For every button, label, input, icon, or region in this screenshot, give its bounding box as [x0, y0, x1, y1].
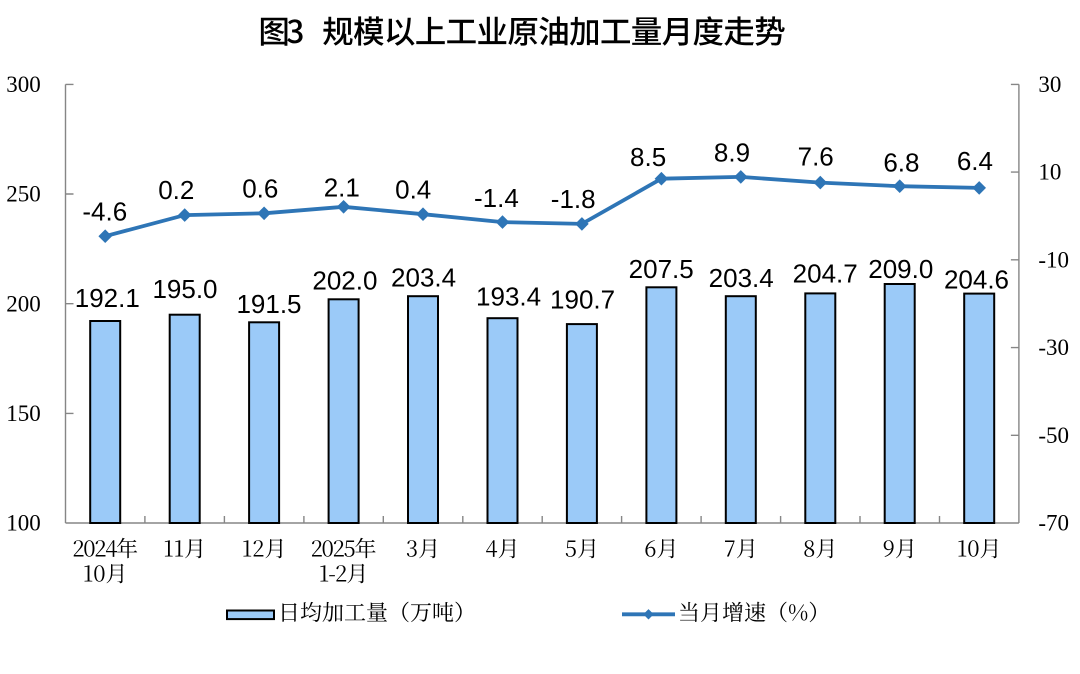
svg-text:150: 150: [6, 401, 41, 426]
svg-text:-70: -70: [1038, 511, 1069, 536]
svg-text:2.1: 2.1: [324, 173, 360, 203]
svg-text:193.4: 193.4: [476, 281, 541, 311]
svg-text:8.9: 8.9: [714, 138, 750, 168]
svg-text:195.0: 195.0: [152, 274, 217, 304]
svg-text:6.4: 6.4: [957, 146, 993, 176]
svg-text:-30: -30: [1038, 335, 1069, 360]
svg-text:0.4: 0.4: [395, 175, 431, 205]
svg-text:209.0: 209.0: [868, 254, 933, 284]
svg-text:0.6: 0.6: [242, 174, 278, 204]
svg-text:203.4: 203.4: [709, 263, 774, 293]
svg-text:204.6: 204.6: [944, 265, 1009, 295]
svg-text:-1.8: -1.8: [551, 184, 596, 214]
svg-text:-1.4: -1.4: [474, 183, 519, 213]
svg-text:-50: -50: [1038, 423, 1069, 448]
svg-text:192.1: 192.1: [75, 283, 140, 313]
svg-text:202.0: 202.0: [312, 266, 377, 296]
svg-text:250: 250: [6, 182, 41, 207]
svg-text:300: 300: [6, 72, 41, 97]
svg-text:7.6: 7.6: [798, 142, 834, 172]
svg-text:203.4: 203.4: [391, 263, 456, 293]
svg-text:6.8: 6.8: [883, 147, 919, 177]
svg-text:200: 200: [6, 291, 41, 316]
svg-text:30: 30: [1038, 72, 1061, 97]
svg-text:0.2: 0.2: [158, 175, 194, 205]
svg-text:8.5: 8.5: [630, 142, 666, 172]
svg-text:204.7: 204.7: [793, 259, 858, 289]
svg-text:191.5: 191.5: [236, 289, 301, 319]
svg-text:-4.6: -4.6: [82, 197, 127, 227]
svg-text:100: 100: [6, 511, 41, 536]
svg-text:-10: -10: [1038, 248, 1069, 273]
svg-text:10: 10: [1038, 160, 1061, 185]
svg-text:190.7: 190.7: [550, 285, 615, 315]
svg-text:207.5: 207.5: [629, 254, 694, 284]
